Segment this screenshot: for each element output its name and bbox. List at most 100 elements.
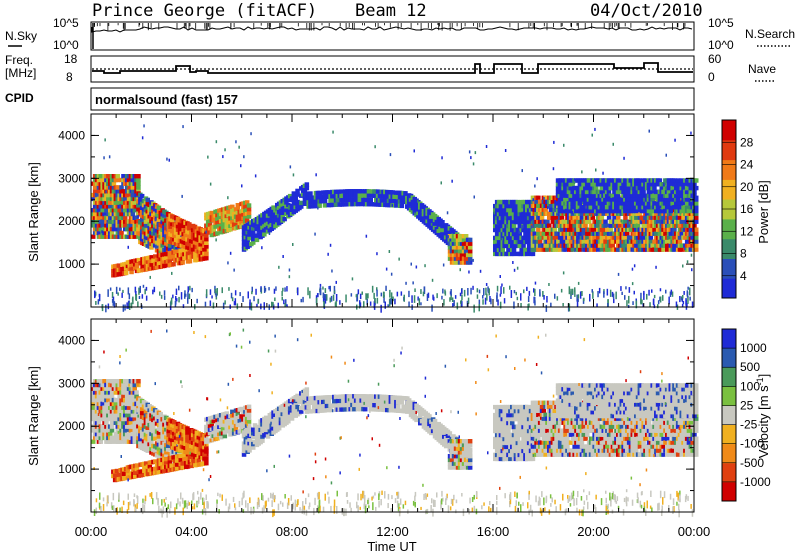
power-cell xyxy=(159,291,161,296)
power-cell xyxy=(646,293,648,300)
power-cell xyxy=(442,288,444,294)
velocity-cell xyxy=(152,448,158,453)
power-cell xyxy=(101,304,104,312)
velocity-cell xyxy=(145,448,150,453)
velocity-cell xyxy=(143,439,149,445)
power-cell xyxy=(666,223,672,228)
power-cell xyxy=(443,299,445,306)
power-cell xyxy=(577,247,583,252)
power-cell xyxy=(251,291,253,295)
power-cell xyxy=(450,289,452,296)
power-cell xyxy=(654,211,659,216)
power-cell xyxy=(326,190,331,195)
velocity-cell xyxy=(109,439,115,444)
power-cell xyxy=(256,303,258,307)
power-cell xyxy=(630,208,635,214)
power-cell xyxy=(459,268,461,272)
power-cell xyxy=(459,252,465,258)
power-cell xyxy=(685,299,687,305)
power-cell xyxy=(679,208,684,214)
velocity-cell xyxy=(123,386,128,391)
power-cell xyxy=(612,185,617,191)
power-cell xyxy=(369,301,372,306)
power-cell xyxy=(655,205,661,210)
power-cell xyxy=(126,177,132,183)
power-cell xyxy=(648,129,650,133)
power-cell xyxy=(209,300,212,306)
nsearch-tick-bottom: 10^0 xyxy=(708,38,734,52)
power-cell xyxy=(616,235,621,240)
power-cell xyxy=(650,197,655,202)
power-cell xyxy=(637,182,643,187)
power-cell xyxy=(149,245,154,250)
power-cell xyxy=(410,262,412,266)
power-cell xyxy=(297,287,299,296)
power-cell xyxy=(366,189,372,194)
power-cell xyxy=(239,292,241,297)
power-cell xyxy=(247,236,252,241)
power-cell xyxy=(399,203,405,209)
power-cell xyxy=(376,289,378,297)
power-cell xyxy=(385,267,388,271)
power-cell xyxy=(335,294,338,302)
power-cell xyxy=(585,235,590,240)
nsky-label: N.Sky xyxy=(5,29,37,43)
power-cell xyxy=(668,296,670,305)
power-cell xyxy=(572,215,577,220)
velocity-cell xyxy=(113,397,119,403)
power-cell xyxy=(482,299,484,305)
power-cell xyxy=(628,178,633,183)
power-cell xyxy=(478,289,481,294)
power-cell xyxy=(552,167,555,171)
power-cell xyxy=(355,294,358,298)
power-cell xyxy=(339,300,341,305)
power-cell xyxy=(335,198,341,203)
power-cell xyxy=(528,303,530,307)
power-cell xyxy=(682,264,684,268)
power-cell xyxy=(288,268,291,272)
power-cell xyxy=(501,283,503,287)
power-cell xyxy=(561,239,566,244)
power-cell xyxy=(640,292,642,299)
colorbar-swatch xyxy=(722,139,736,161)
power-cell xyxy=(399,195,405,200)
power-cell xyxy=(530,218,532,222)
power-cell xyxy=(694,205,699,210)
power-cell xyxy=(641,208,646,214)
power-cell xyxy=(174,300,177,308)
power-cell xyxy=(670,185,675,191)
power-cell xyxy=(119,287,121,291)
power-cell xyxy=(271,205,276,210)
power-cell xyxy=(238,145,240,149)
power-cell xyxy=(104,219,109,224)
power-cell xyxy=(467,249,473,254)
power-cell xyxy=(596,223,601,228)
power-cell xyxy=(530,225,533,229)
velocity-cell xyxy=(96,420,102,425)
power-cell xyxy=(657,300,660,305)
power-cell xyxy=(335,300,337,308)
power-cell xyxy=(209,210,215,216)
power-cell xyxy=(154,244,160,249)
power-cell xyxy=(465,260,471,265)
power-cell xyxy=(316,293,319,297)
power-cell xyxy=(91,234,96,239)
power-cell xyxy=(263,285,266,293)
power-cell xyxy=(295,199,300,205)
power-cell xyxy=(686,208,692,214)
power-cell xyxy=(470,287,472,295)
velocity-cell xyxy=(91,401,96,407)
power-cell xyxy=(607,299,609,307)
power-cell xyxy=(554,215,559,220)
power-cell xyxy=(583,297,585,302)
power-cell xyxy=(431,278,434,282)
freq-label-line1: Freq. xyxy=(5,53,33,67)
power-cell xyxy=(684,205,690,210)
velocity-cell xyxy=(126,409,132,414)
velocity-cell xyxy=(106,428,111,433)
power-cell xyxy=(665,247,670,252)
velocity-cell xyxy=(98,439,103,444)
power-cell xyxy=(330,295,333,302)
power-cell xyxy=(662,295,664,301)
